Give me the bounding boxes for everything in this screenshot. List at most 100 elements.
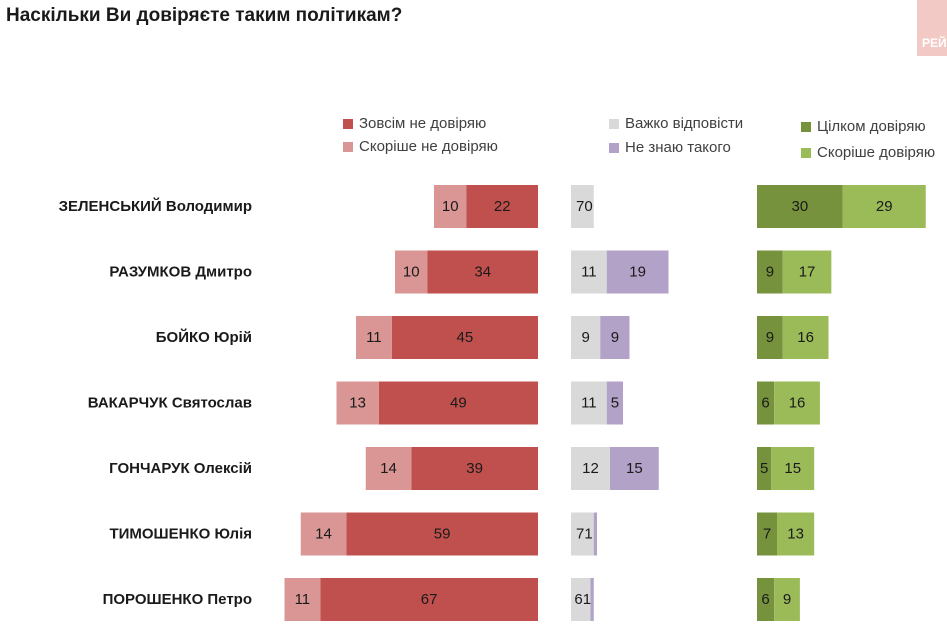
data-label-dont-know-row-1: 19 (629, 264, 646, 281)
bar-rather-trust-row-5 (777, 512, 815, 556)
bar-rather-trust-row-4 (771, 447, 815, 490)
data-label-fully-trust-row-2: 9 (766, 329, 774, 346)
bar-total-distrust-row-4 (411, 447, 538, 490)
data-label-rather-trust-row-6: 9 (783, 591, 791, 608)
bar-rather-trust-row-0 (842, 185, 926, 228)
bar-dont-know-row-3 (606, 381, 623, 425)
legend-label-hard-to-say: Важко відповісти (625, 115, 744, 132)
data-label-total-distrust-row-3: 49 (450, 395, 467, 412)
data-label-total-distrust-row-6: 67 (421, 591, 438, 608)
category-label-5: ТИМОШЕНКО Юлія (109, 526, 252, 543)
data-label-dont-know-row-4: 15 (626, 460, 643, 477)
data-label-dont-know-row-3: 5 (611, 395, 619, 412)
bar-fully-trust-row-5 (757, 512, 778, 556)
data-label-total-distrust-row-2: 45 (457, 329, 474, 346)
category-label-6: ПОРОШЕНКО Петро (103, 591, 252, 608)
data-label-fully-trust-row-4: 5 (760, 460, 768, 477)
data-label-rather-trust-row-3: 16 (789, 395, 806, 412)
bar-rather-trust-row-6 (774, 578, 800, 621)
legend-label-rather-distrust: Скоріше не довіряю (359, 138, 498, 155)
data-label-neutral-row-0: 70 (576, 198, 593, 215)
bar-hard-to-say-row-4 (571, 447, 610, 490)
logo: РЕЙ (917, 0, 947, 56)
bar-rather-distrust-row-4 (365, 447, 412, 490)
legend-swatch-rather-distrust (343, 141, 353, 152)
legend-label-dont-know: Не знаю такого (625, 139, 731, 156)
data-label-rather-trust-row-1: 17 (799, 264, 816, 281)
bar-rather-distrust-row-1 (395, 250, 428, 294)
bar-fully-trust-row-1 (757, 250, 783, 294)
bar-rather-distrust-row-5 (300, 512, 347, 556)
data-label-fully-trust-row-5: 7 (763, 526, 771, 543)
logo-text: РЕЙ (922, 36, 947, 50)
legend-item-rather-trust: Скоріше довіряю (801, 144, 935, 161)
legend-item-total-distrust: Зовсім не довіряю (343, 115, 486, 132)
legend-swatch-rather-trust (801, 147, 811, 158)
bar-dont-know-row-5 (593, 512, 597, 556)
data-label-total-distrust-row-5: 59 (434, 526, 451, 543)
data-label-dont-know-row-2: 9 (611, 329, 619, 346)
bar-dont-know-row-1 (606, 250, 669, 294)
data-label-rather-trust-row-2: 16 (797, 329, 814, 346)
bar-rather-trust-row-3 (774, 381, 820, 425)
data-label-rather-trust-row-0: 29 (876, 198, 893, 215)
data-label-neutral-row-6: 61 (574, 591, 591, 608)
bar-hard-to-say-row-0 (571, 185, 594, 228)
data-label-rather-distrust-row-1: 10 (403, 264, 420, 281)
bar-total-distrust-row-1 (427, 250, 538, 294)
legend-label-total-distrust: Зовсім не довіряю (359, 115, 487, 132)
bar-hard-to-say-row-5 (571, 512, 594, 556)
bar-hard-to-say-row-1 (571, 250, 607, 294)
data-label-fully-trust-row-6: 6 (761, 591, 769, 608)
bar-rather-distrust-row-0 (434, 185, 467, 228)
legend-swatch-hard-to-say (609, 118, 619, 129)
bar-total-distrust-row-6 (320, 578, 538, 621)
data-label-rather-distrust-row-4: 14 (380, 460, 397, 477)
bar-rather-trust-row-2 (782, 316, 829, 359)
bar-rather-distrust-row-3 (336, 381, 379, 425)
data-label-rather-distrust-row-5: 14 (315, 526, 332, 543)
bar-total-distrust-row-5 (346, 512, 538, 556)
data-label-hard-to-say-row-4: 12 (582, 460, 599, 477)
bar-hard-to-say-row-3 (571, 381, 607, 425)
bar-fully-trust-row-4 (757, 447, 772, 490)
bar-dont-know-row-2 (600, 316, 630, 359)
data-label-fully-trust-row-3: 6 (761, 395, 769, 412)
legend-label-fully-trust: Цілком довіряю (817, 118, 926, 135)
data-label-hard-to-say-row-2: 9 (581, 329, 589, 346)
bar-total-distrust-row-3 (378, 381, 538, 425)
legend-swatch-fully-trust (801, 121, 811, 132)
chart-title: Наскільки Ви довіряєте таким політикам? (6, 5, 403, 26)
data-label-rather-distrust-row-2: 11 (366, 329, 382, 346)
data-label-total-distrust-row-0: 22 (494, 198, 511, 215)
bar-hard-to-say-row-2 (571, 316, 601, 359)
bar-total-distrust-row-2 (391, 316, 538, 359)
data-label-rather-distrust-row-3: 13 (349, 395, 366, 412)
bar-fully-trust-row-6 (757, 578, 775, 621)
data-label-hard-to-say-row-3: 11 (581, 395, 597, 412)
legend-swatch-total-distrust (343, 118, 353, 129)
data-label-total-distrust-row-4: 39 (466, 460, 483, 477)
legend-item-fully-trust: Цілком довіряю (801, 118, 926, 135)
bar-total-distrust-row-0 (466, 185, 538, 228)
bar-fully-trust-row-0 (757, 185, 843, 228)
data-label-total-distrust-row-1: 34 (474, 264, 491, 281)
bar-dont-know-row-4 (610, 447, 659, 490)
data-label-neutral-row-5: 71 (576, 526, 593, 543)
data-label-rather-trust-row-5: 13 (787, 526, 804, 543)
legend-label-rather-trust: Скоріше довіряю (817, 144, 936, 161)
data-label-fully-trust-row-1: 9 (766, 264, 774, 281)
legend-item-dont-know: Не знаю такого (609, 139, 731, 156)
category-label-3: ВАКАРЧУК Святослав (88, 395, 252, 412)
bar-fully-trust-row-2 (757, 316, 783, 359)
bar-rather-distrust-row-6 (284, 578, 321, 621)
data-label-rather-distrust-row-6: 11 (295, 591, 311, 608)
data-label-rather-distrust-row-0: 10 (442, 198, 459, 215)
bar-rather-trust-row-1 (782, 250, 832, 294)
category-label-1: РАЗУМКОВ Дмитро (109, 264, 252, 281)
legend-swatch-dont-know (609, 142, 619, 153)
legend-item-rather-distrust: Скоріше не довіряю (343, 138, 498, 155)
data-label-hard-to-say-row-1: 11 (581, 264, 597, 281)
bar-rather-distrust-row-2 (356, 316, 392, 359)
